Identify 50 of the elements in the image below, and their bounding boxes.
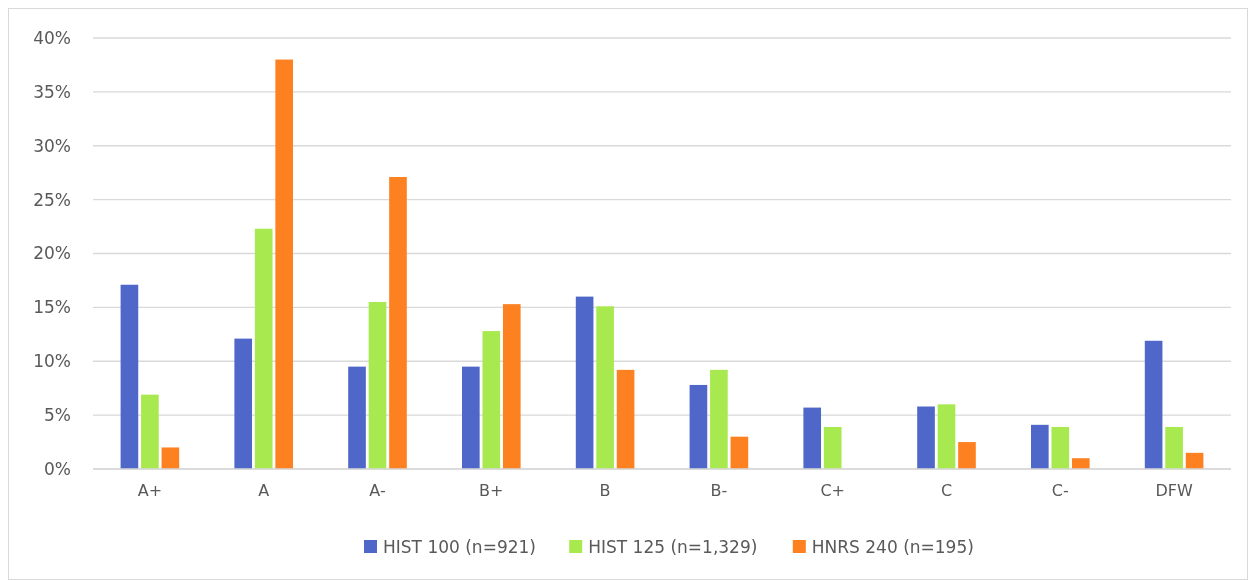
y-tick-label: 25% (33, 189, 71, 210)
bar (1144, 340, 1163, 469)
x-tick-label: A+ (137, 481, 163, 500)
bar (917, 406, 935, 469)
y-tick-label: 35% (33, 81, 71, 102)
x-tick-label: C+ (820, 481, 845, 500)
bar (710, 369, 728, 469)
bar (1165, 426, 1183, 469)
x-tick-label: B- (710, 481, 728, 500)
bar (462, 366, 480, 469)
bar (389, 177, 407, 469)
bar (348, 366, 366, 469)
legend-label: HIST 100 (n=921) (383, 537, 536, 557)
bar (1071, 458, 1090, 469)
bar (596, 306, 614, 469)
legend-label: HNRS 240 (n=195) (811, 537, 974, 557)
bar (502, 304, 521, 469)
bar (823, 426, 842, 469)
bar (730, 436, 749, 469)
y-tick-label: 40% (33, 27, 71, 48)
x-tick-label: A (258, 481, 270, 500)
bar (234, 338, 253, 469)
bar (368, 301, 387, 469)
legend-label: HIST 125 (n=1,329) (588, 537, 758, 557)
y-tick-label: 0% (44, 458, 71, 479)
y-tick-label: 5% (44, 405, 71, 426)
x-tick-label: DFW (1155, 481, 1193, 500)
x-tick-label: C- (1051, 481, 1069, 500)
x-tick-label: A- (369, 481, 386, 500)
bar (482, 331, 501, 469)
bar (1031, 424, 1049, 469)
bar (1051, 426, 1070, 469)
bar (958, 442, 976, 469)
x-tick-label: B+ (479, 481, 504, 500)
y-tick-label: 15% (33, 297, 71, 318)
bar (254, 228, 273, 469)
bar (275, 59, 293, 469)
x-tick-label: B (599, 481, 611, 500)
x-tick-label: C (940, 481, 953, 500)
y-tick-label: 10% (33, 351, 71, 372)
y-tick-label: 30% (33, 135, 71, 156)
bar (141, 394, 159, 469)
bar (616, 369, 635, 469)
y-tick-label: 20% (33, 243, 71, 264)
bar (161, 447, 180, 469)
bar (120, 284, 139, 469)
bar (803, 407, 822, 469)
bar (575, 296, 594, 469)
bar (689, 384, 708, 469)
bar (937, 404, 956, 469)
